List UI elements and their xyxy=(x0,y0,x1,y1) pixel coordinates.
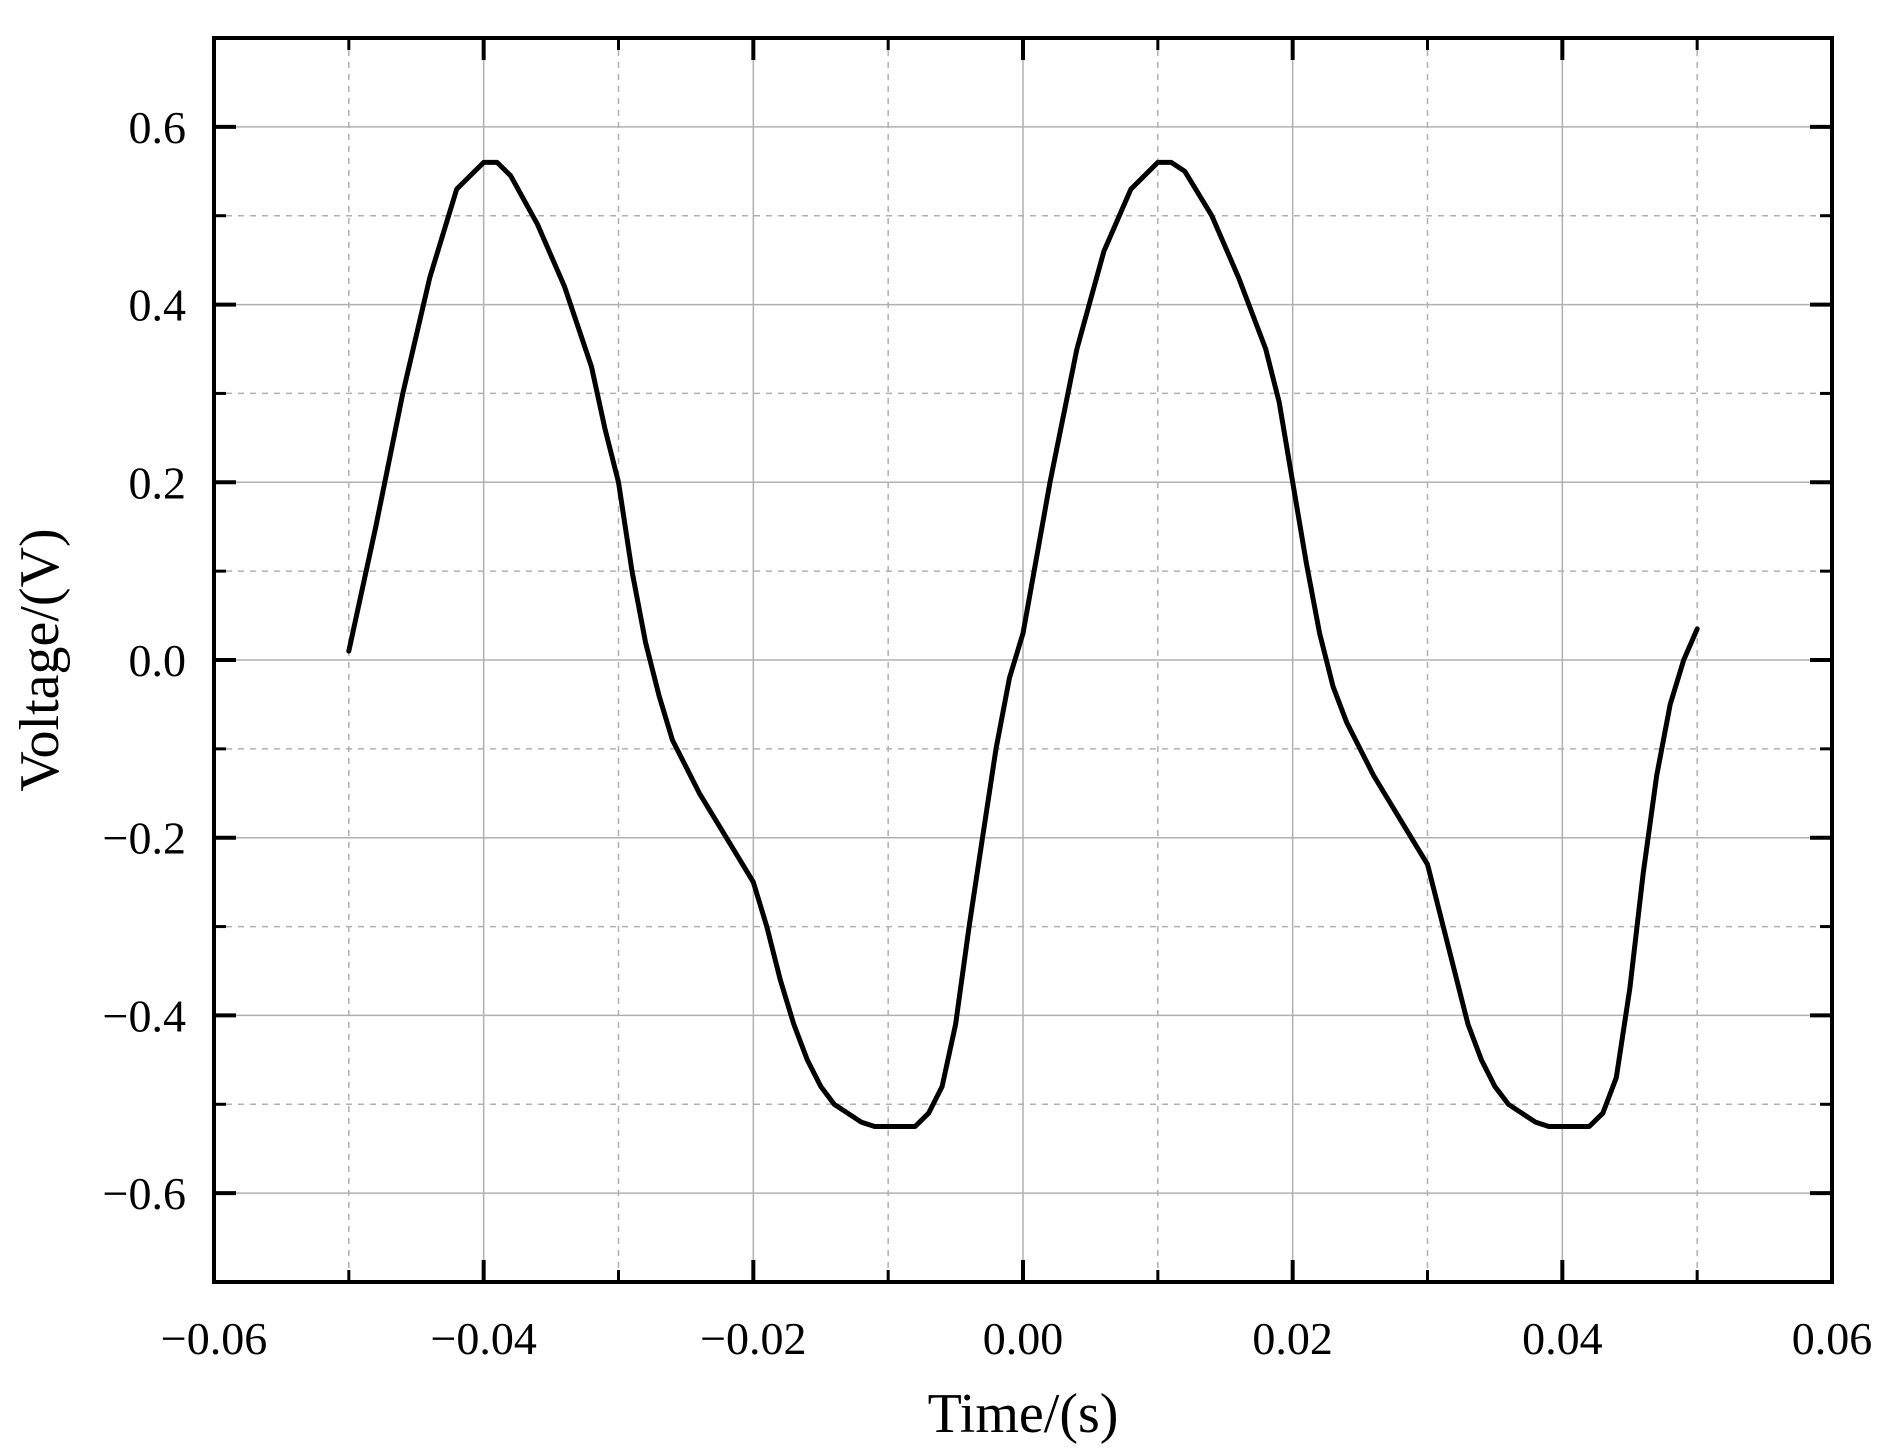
grid-lines xyxy=(214,38,1832,1282)
y-tick-label: −0.4 xyxy=(103,990,186,1041)
y-tick-label: 0.4 xyxy=(129,280,187,331)
x-tick-label: 0.04 xyxy=(1522,1313,1603,1364)
x-tick-label: 0.06 xyxy=(1792,1313,1873,1364)
x-axis-label: Time/(s) xyxy=(928,1383,1119,1445)
y-tick-label: −0.2 xyxy=(103,813,186,864)
y-tick-label: 0.0 xyxy=(129,635,187,686)
x-tick-label: −0.06 xyxy=(161,1313,267,1364)
x-tick-label: 0.02 xyxy=(1252,1313,1333,1364)
y-tick-label: 0.6 xyxy=(129,102,187,153)
x-tick-label: 0.00 xyxy=(983,1313,1064,1364)
x-tick-labels: −0.06 −0.04 −0.02 0.00 0.02 0.04 0.06 xyxy=(161,1313,1872,1364)
plot-frame xyxy=(212,36,1834,1284)
x-tick-label: −0.02 xyxy=(700,1313,806,1364)
x-tick-label: −0.04 xyxy=(430,1313,536,1364)
y-tick-label: −0.6 xyxy=(103,1168,186,1219)
y-axis-label: Voltage/(V) xyxy=(9,528,71,791)
y-tick-labels: −0.6 −0.4 −0.2 0.0 0.2 0.4 0.6 xyxy=(103,102,186,1219)
series-line-voltage xyxy=(346,159,1700,1129)
y-tick-label: 0.2 xyxy=(129,457,187,508)
